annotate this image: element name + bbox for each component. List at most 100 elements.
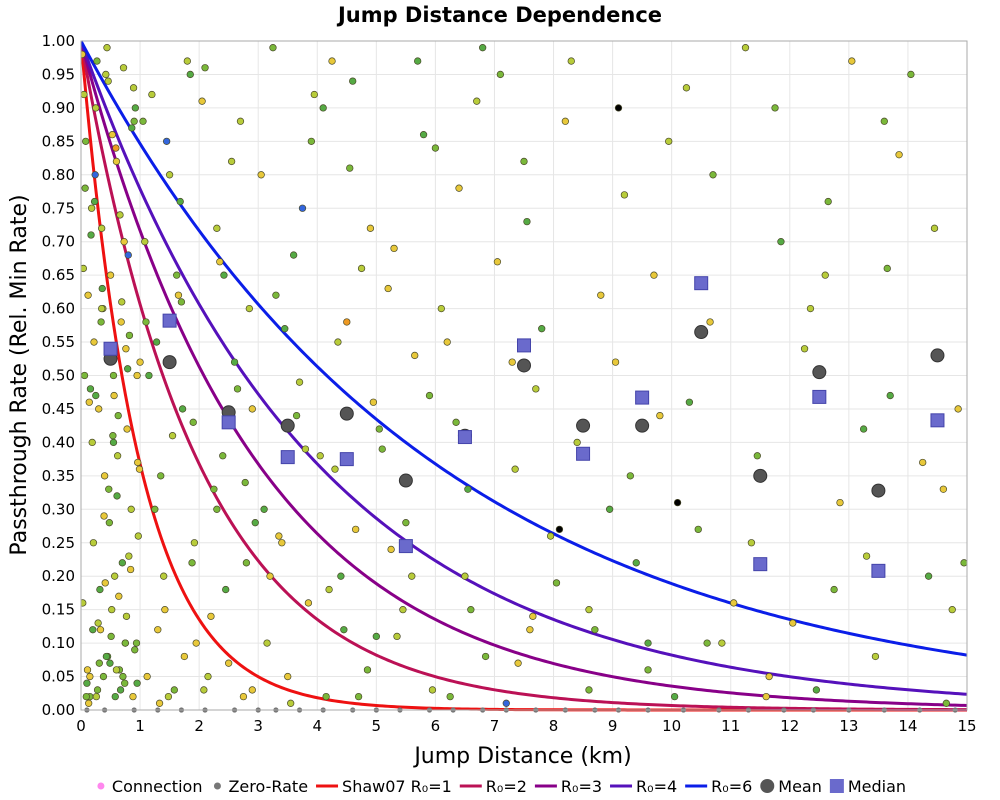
connection-point: [85, 398, 93, 406]
connection-point: [369, 398, 378, 406]
connection-point: [924, 572, 933, 580]
connection-point: [304, 599, 313, 607]
median-marker: [753, 557, 768, 572]
connection-point: [821, 271, 829, 279]
connection-point: [428, 686, 437, 694]
plot-frame: [80, 40, 968, 711]
mean-marker: [812, 365, 827, 380]
connection-point: [118, 559, 126, 567]
connection-point: [665, 137, 673, 146]
x-tick-label: 13: [839, 717, 858, 735]
y-tick-label: 0.15: [42, 601, 75, 619]
connection-point: [502, 699, 510, 707]
connection-point: [275, 532, 283, 540]
y-axis-title: Passthrough Rate (Rel. Min Rate): [7, 194, 32, 555]
connection-point: [109, 438, 118, 447]
connection-point: [102, 652, 111, 661]
connection-point: [685, 398, 694, 406]
connection-point: [573, 438, 581, 447]
connection-point: [100, 512, 108, 520]
connection-point: [859, 425, 868, 433]
connection-point: [225, 659, 233, 667]
connection-point: [730, 599, 738, 607]
connection-point: [129, 84, 138, 92]
connection-point: [239, 692, 248, 701]
connection-point: [127, 505, 135, 513]
connection-point: [384, 284, 392, 293]
connection-point: [455, 184, 463, 192]
connection-point: [160, 572, 168, 580]
connection-point: [644, 666, 652, 674]
legend-label: R₀=4: [636, 777, 677, 796]
connection-point: [493, 258, 502, 266]
connection-point: [125, 552, 133, 560]
connection-point: [130, 117, 138, 125]
connection-point: [446, 692, 454, 701]
connection-point: [81, 184, 89, 192]
connection-point: [118, 298, 126, 306]
curve-r0-6: [81, 40, 967, 657]
connection-point: [269, 44, 277, 52]
connection-point: [84, 291, 92, 299]
connection-point: [411, 351, 419, 360]
y-tick-label: 0.75: [42, 199, 75, 217]
connection-point: [109, 432, 117, 440]
connection-point: [192, 639, 200, 647]
connection-point: [190, 539, 199, 547]
connection-point: [207, 612, 215, 620]
connection-point: [431, 144, 440, 152]
connection-point: [591, 626, 599, 634]
connection-point: [741, 44, 750, 52]
connection-point: [96, 585, 104, 594]
connection-point: [328, 57, 336, 65]
y-tick-label: 0.25: [42, 534, 75, 552]
connection-point: [112, 157, 121, 166]
connection-point: [343, 318, 351, 326]
connection-point: [357, 264, 366, 273]
y-tick-label: 0.90: [42, 99, 75, 117]
median-marker: [398, 539, 413, 554]
connection-point: [529, 612, 537, 620]
median-marker: [517, 338, 531, 353]
connection-point: [307, 137, 316, 146]
y-tick-label: 0.50: [42, 367, 75, 385]
connection-point: [173, 271, 181, 279]
mean-marker: [576, 418, 591, 433]
mean-marker: [398, 473, 413, 488]
x-tick-label: 4: [312, 717, 322, 735]
connection-point: [316, 452, 324, 460]
x-tick-label: 3: [253, 717, 263, 735]
connection-point: [886, 391, 894, 400]
connection-point: [437, 304, 445, 313]
connection-point: [204, 672, 212, 681]
connection-point: [481, 652, 490, 661]
connection-point: [152, 338, 161, 346]
connection-point: [248, 405, 256, 413]
connection-point: [126, 565, 135, 574]
connection-point: [117, 318, 125, 326]
connection-point: [632, 559, 640, 567]
legend-symbol: [97, 782, 105, 790]
connection-point: [162, 137, 171, 146]
connection-point: [425, 391, 434, 400]
x-tick-label: 12: [780, 717, 799, 735]
connection-point: [98, 304, 106, 313]
connection-point: [733, 0, 740, 3]
connection-point: [248, 686, 256, 694]
connection-point: [81, 264, 88, 273]
connection-point: [213, 505, 221, 513]
connection-point: [605, 505, 614, 513]
connection-point: [87, 231, 95, 239]
connection-point: [620, 191, 629, 199]
mean-marker: [339, 406, 354, 421]
connection-point: [82, 692, 90, 701]
connection-point: [390, 244, 398, 253]
connection-point: [310, 90, 318, 99]
connection-point: [83, 666, 92, 674]
connection-point: [792, 0, 799, 3]
connection-point: [260, 505, 268, 513]
y-tick-label: 1.00: [42, 32, 75, 50]
connection-point: [186, 70, 194, 79]
connection-point: [354, 692, 363, 701]
y-tick-label: 0.70: [42, 233, 75, 251]
